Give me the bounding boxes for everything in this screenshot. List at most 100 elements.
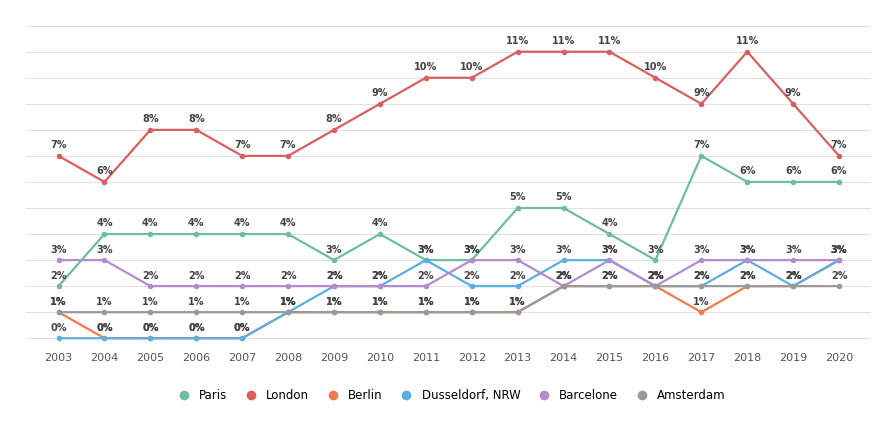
Line: Berlin: Berlin (55, 257, 842, 341)
Amsterdam (742, 284, 752, 289)
Berlin (605, 284, 615, 289)
Text: 0%: 0% (234, 323, 251, 333)
Text: 1%: 1% (464, 297, 480, 307)
Text: 2%: 2% (831, 271, 847, 281)
Text: 2%: 2% (601, 271, 618, 281)
Text: 8%: 8% (142, 114, 158, 124)
Text: 10%: 10% (644, 62, 667, 72)
Text: 0%: 0% (96, 323, 113, 333)
Text: 0%: 0% (188, 323, 204, 333)
Barcelone (650, 284, 661, 289)
Text: 8%: 8% (188, 114, 204, 124)
Paris (191, 232, 202, 237)
Text: 1%: 1% (96, 297, 113, 307)
London (605, 49, 615, 54)
Dusseldorf, NRW (191, 335, 202, 341)
Amsterdam (237, 310, 247, 315)
Text: 1%: 1% (50, 297, 67, 307)
Barcelone (282, 284, 293, 289)
Text: 1%: 1% (418, 297, 434, 307)
London (375, 101, 385, 106)
Text: 3%: 3% (601, 244, 618, 254)
Amsterdam (650, 284, 661, 289)
Text: 9%: 9% (371, 88, 388, 98)
Text: 3%: 3% (601, 244, 618, 254)
Dusseldorf, NRW (145, 335, 156, 341)
Text: 0%: 0% (188, 323, 204, 333)
Paris (650, 257, 661, 262)
Text: 3%: 3% (464, 244, 480, 254)
Berlin (650, 284, 661, 289)
Text: 2%: 2% (555, 271, 572, 281)
Paris (466, 257, 477, 262)
Berlin (237, 335, 247, 341)
Text: 6%: 6% (96, 166, 113, 176)
London (329, 127, 340, 133)
Barcelone (466, 257, 477, 262)
Text: 11%: 11% (506, 36, 529, 46)
Barcelone (191, 284, 202, 289)
Barcelone (558, 284, 568, 289)
Text: 4%: 4% (142, 219, 158, 228)
Barcelone (696, 257, 707, 262)
Amsterdam (558, 284, 568, 289)
Berlin (191, 335, 202, 341)
Dusseldorf, NRW (99, 335, 110, 341)
Text: 6%: 6% (739, 166, 756, 176)
Text: 2%: 2% (739, 271, 756, 281)
Text: 2%: 2% (739, 271, 756, 281)
Text: 2%: 2% (510, 271, 526, 281)
Text: 4%: 4% (234, 219, 251, 228)
Text: 2%: 2% (647, 271, 664, 281)
Text: 3%: 3% (326, 244, 342, 254)
Text: 2%: 2% (785, 271, 802, 281)
Text: 2%: 2% (371, 271, 388, 281)
Line: Dusseldorf, NRW: Dusseldorf, NRW (55, 257, 842, 341)
Barcelone (742, 257, 752, 262)
Text: 11%: 11% (598, 36, 621, 46)
Text: 0%: 0% (142, 323, 158, 333)
Text: 2%: 2% (234, 271, 251, 281)
London (512, 49, 523, 54)
Amsterdam (54, 310, 64, 315)
Text: 2%: 2% (188, 271, 204, 281)
Text: 3%: 3% (785, 244, 802, 254)
London (650, 75, 661, 80)
Barcelone (145, 284, 156, 289)
Paris (742, 179, 752, 184)
Paris (237, 232, 247, 237)
Text: 0%: 0% (142, 323, 158, 333)
Text: 4%: 4% (601, 219, 618, 228)
Barcelone (512, 257, 523, 262)
Line: London: London (55, 49, 842, 185)
Berlin (329, 310, 340, 315)
London (282, 153, 293, 158)
London (99, 179, 110, 184)
Amsterdam (466, 310, 477, 315)
Text: 2%: 2% (601, 271, 618, 281)
Text: 3%: 3% (693, 244, 709, 254)
Text: 2%: 2% (647, 271, 664, 281)
Dusseldorf, NRW (237, 335, 247, 341)
Berlin (99, 335, 110, 341)
Text: 4%: 4% (280, 219, 297, 228)
Text: 1%: 1% (464, 297, 480, 307)
Dusseldorf, NRW (788, 284, 798, 289)
Text: 2%: 2% (142, 271, 158, 281)
Text: 1%: 1% (142, 297, 158, 307)
Barcelone (788, 257, 798, 262)
London (466, 75, 477, 80)
Dusseldorf, NRW (833, 257, 844, 262)
Text: 3%: 3% (739, 244, 756, 254)
Line: Paris: Paris (55, 153, 842, 289)
Text: 3%: 3% (555, 244, 572, 254)
Paris (421, 257, 431, 262)
Berlin (512, 310, 523, 315)
London (421, 75, 431, 80)
Amsterdam (99, 310, 110, 315)
Text: 2%: 2% (50, 271, 67, 281)
Amsterdam (191, 310, 202, 315)
London (558, 49, 568, 54)
Text: 9%: 9% (785, 88, 802, 98)
Text: 3%: 3% (831, 244, 847, 254)
